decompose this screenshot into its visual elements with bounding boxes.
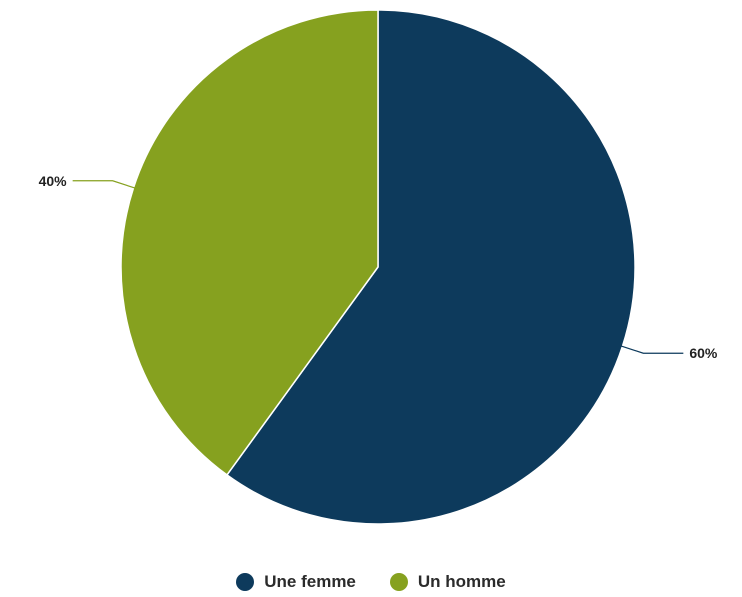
legend: Une femme Un homme [0,570,742,594]
data-labels: 60% 40% [39,173,718,361]
data-label-une-femme: 60% [689,345,718,361]
label-connectors [72,180,684,354]
legend-item-une-femme[interactable]: Une femme [236,572,356,592]
pie-slices [120,9,636,525]
legend-label-une-femme: Une femme [264,572,356,591]
connector-un-homme [72,180,136,189]
legend-item-un-homme[interactable]: Un homme [389,572,506,592]
data-label-un-homme: 40% [39,173,68,189]
legend-swatch-une-femme [236,573,255,591]
legend-swatch-un-homme [389,573,408,591]
legend-label-un-homme: Un homme [417,572,506,591]
connector-une-femme [620,345,684,354]
